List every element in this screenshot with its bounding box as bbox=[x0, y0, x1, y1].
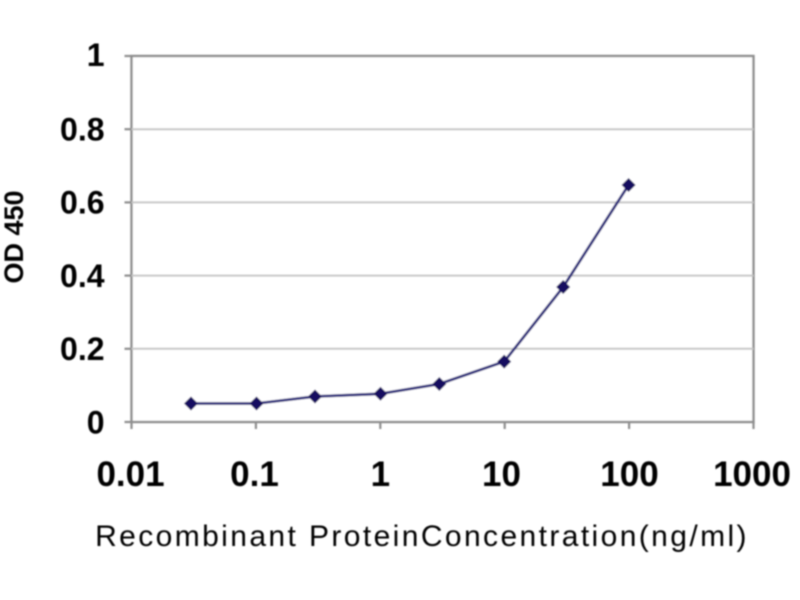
svg-text:0: 0 bbox=[87, 405, 105, 441]
svg-text:0.6: 0.6 bbox=[60, 185, 104, 221]
svg-text:Recombinant ProteinConcentrati: Recombinant ProteinConcentration(ng/ml) bbox=[95, 520, 749, 553]
svg-text:100: 100 bbox=[600, 455, 658, 494]
svg-text:1000: 1000 bbox=[713, 455, 791, 494]
svg-text:1: 1 bbox=[87, 37, 105, 73]
svg-text:0.1: 0.1 bbox=[230, 455, 279, 494]
svg-text:0.2: 0.2 bbox=[60, 331, 104, 367]
svg-text:0.01: 0.01 bbox=[96, 455, 164, 494]
svg-text:0.4: 0.4 bbox=[60, 258, 105, 294]
svg-text:0.8: 0.8 bbox=[60, 112, 104, 148]
svg-text:10: 10 bbox=[482, 455, 521, 494]
svg-text:OD 450: OD 450 bbox=[0, 190, 29, 283]
svg-text:1: 1 bbox=[371, 455, 390, 494]
